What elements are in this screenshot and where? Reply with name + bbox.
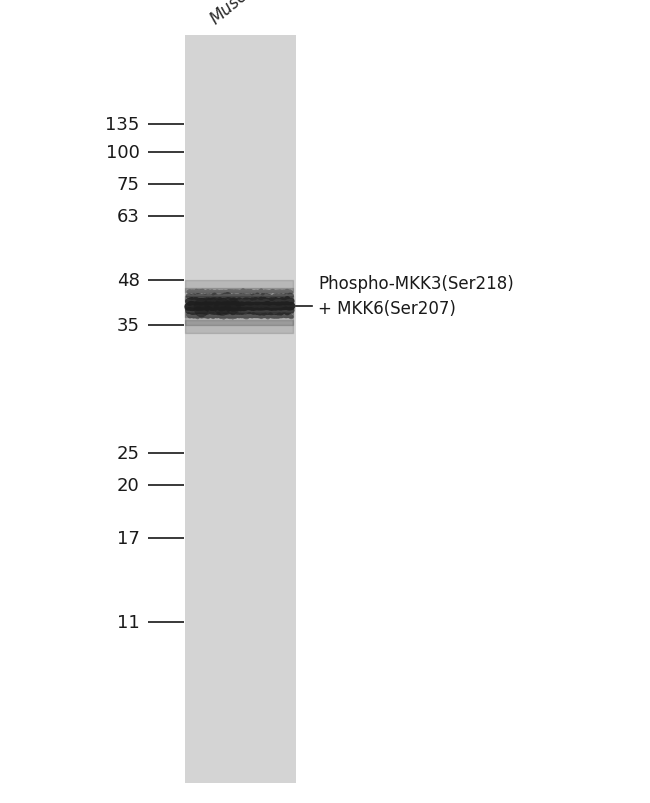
Bar xyxy=(185,36,296,783)
Text: 20: 20 xyxy=(117,477,140,495)
Ellipse shape xyxy=(225,299,240,315)
Text: 17: 17 xyxy=(117,529,140,547)
Ellipse shape xyxy=(204,298,218,314)
Text: 11: 11 xyxy=(117,613,140,631)
Text: 75: 75 xyxy=(117,176,140,194)
Text: 35: 35 xyxy=(117,316,140,334)
Text: 100: 100 xyxy=(106,144,140,161)
Text: 63: 63 xyxy=(117,208,140,226)
Text: 135: 135 xyxy=(105,116,140,133)
Text: Muscle: Muscle xyxy=(206,0,262,28)
Ellipse shape xyxy=(214,299,231,316)
Text: 48: 48 xyxy=(117,272,140,290)
Text: 25: 25 xyxy=(117,445,140,463)
Text: Phospho-MKK3(Ser218)
+ MKK6(Ser207): Phospho-MKK3(Ser218) + MKK6(Ser207) xyxy=(318,275,514,318)
Ellipse shape xyxy=(194,299,209,318)
